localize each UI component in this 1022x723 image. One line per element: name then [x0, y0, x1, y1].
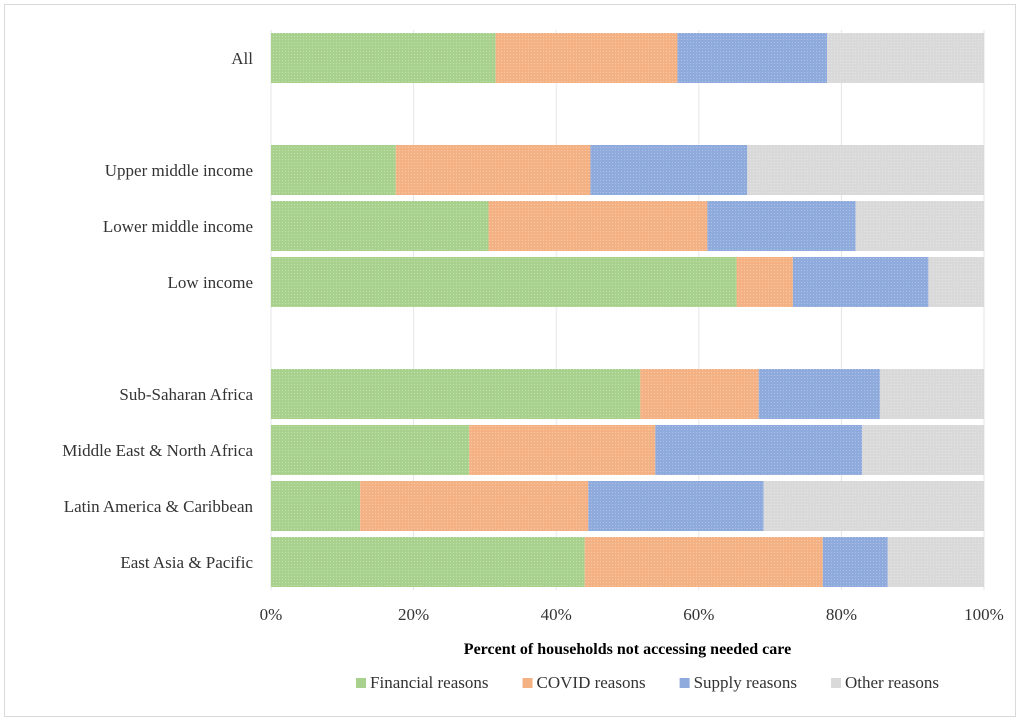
category-label: Upper middle income — [105, 161, 253, 180]
x-tick-label: 60% — [683, 605, 714, 624]
category-label: All — [231, 49, 253, 68]
category-label: Sub-Saharan Africa — [119, 385, 253, 404]
bar-texture — [590, 145, 748, 195]
bar-texture — [677, 33, 828, 83]
bar-texture — [827, 33, 984, 83]
bar-texture — [887, 537, 984, 587]
bar-texture — [588, 481, 764, 531]
category-label: Middle East & North Africa — [62, 441, 253, 460]
bars — [271, 33, 984, 587]
legend-entry: Financial reasons — [356, 673, 489, 692]
legend-entry: Supply reasons — [679, 673, 797, 692]
legend-entry: Other reasons — [831, 673, 939, 692]
legend-entry: COVID reasons — [522, 673, 646, 692]
bar-texture — [758, 369, 880, 419]
x-axis-title: Percent of households not accessing need… — [464, 641, 791, 658]
bar-texture — [862, 425, 984, 475]
bar-texture — [271, 369, 641, 419]
bar-texture — [855, 201, 984, 251]
legend-swatch — [831, 678, 842, 688]
bar-texture — [822, 537, 888, 587]
x-tick-label: 0% — [260, 605, 283, 624]
bar-texture — [271, 145, 396, 195]
bar-texture — [792, 257, 929, 307]
bar-texture — [271, 201, 489, 251]
bar-texture — [640, 369, 759, 419]
legend-swatch — [679, 678, 690, 688]
bar-texture — [488, 201, 708, 251]
legend-label: COVID reasons — [537, 673, 646, 692]
bar-texture — [271, 481, 361, 531]
category-label: Lower middle income — [103, 217, 253, 236]
x-tick-label: 20% — [398, 605, 429, 624]
legend: Financial reasons COVID reasons Supply rea… — [356, 673, 939, 692]
bar-texture — [271, 257, 737, 307]
x-axis-ticks: 0% 20% 40% 60% 80% 100% — [260, 605, 1004, 624]
category-label: Low income — [168, 273, 253, 292]
bar-texture — [495, 33, 678, 83]
bar-texture — [271, 537, 585, 587]
x-tick-label: 100% — [964, 605, 1004, 624]
bar-texture — [395, 145, 591, 195]
category-label: East Asia & Pacific — [120, 553, 253, 572]
bar-texture — [469, 425, 656, 475]
bar-texture — [736, 257, 793, 307]
bar-texture — [747, 145, 984, 195]
legend-swatch — [356, 678, 367, 688]
bar-texture — [271, 425, 470, 475]
legend-swatch — [522, 678, 533, 688]
bar-texture — [707, 201, 856, 251]
x-tick-label: 80% — [826, 605, 857, 624]
bar-texture — [271, 33, 496, 83]
category-labels: All Upper middle income Lower middle incom… — [62, 49, 253, 572]
x-tick-label: 40% — [541, 605, 572, 624]
bar-texture — [928, 257, 984, 307]
bar-texture — [655, 425, 863, 475]
legend-label: Other reasons — [845, 673, 939, 692]
bar-texture — [763, 481, 984, 531]
legend-label: Financial reasons — [370, 673, 489, 692]
legend-label: Supply reasons — [694, 673, 797, 692]
chart-frame — [4, 4, 1016, 717]
bar-texture — [584, 537, 823, 587]
bar-texture — [360, 481, 589, 531]
bar-texture — [879, 369, 984, 419]
category-label: Latin America & Caribbean — [64, 497, 254, 516]
